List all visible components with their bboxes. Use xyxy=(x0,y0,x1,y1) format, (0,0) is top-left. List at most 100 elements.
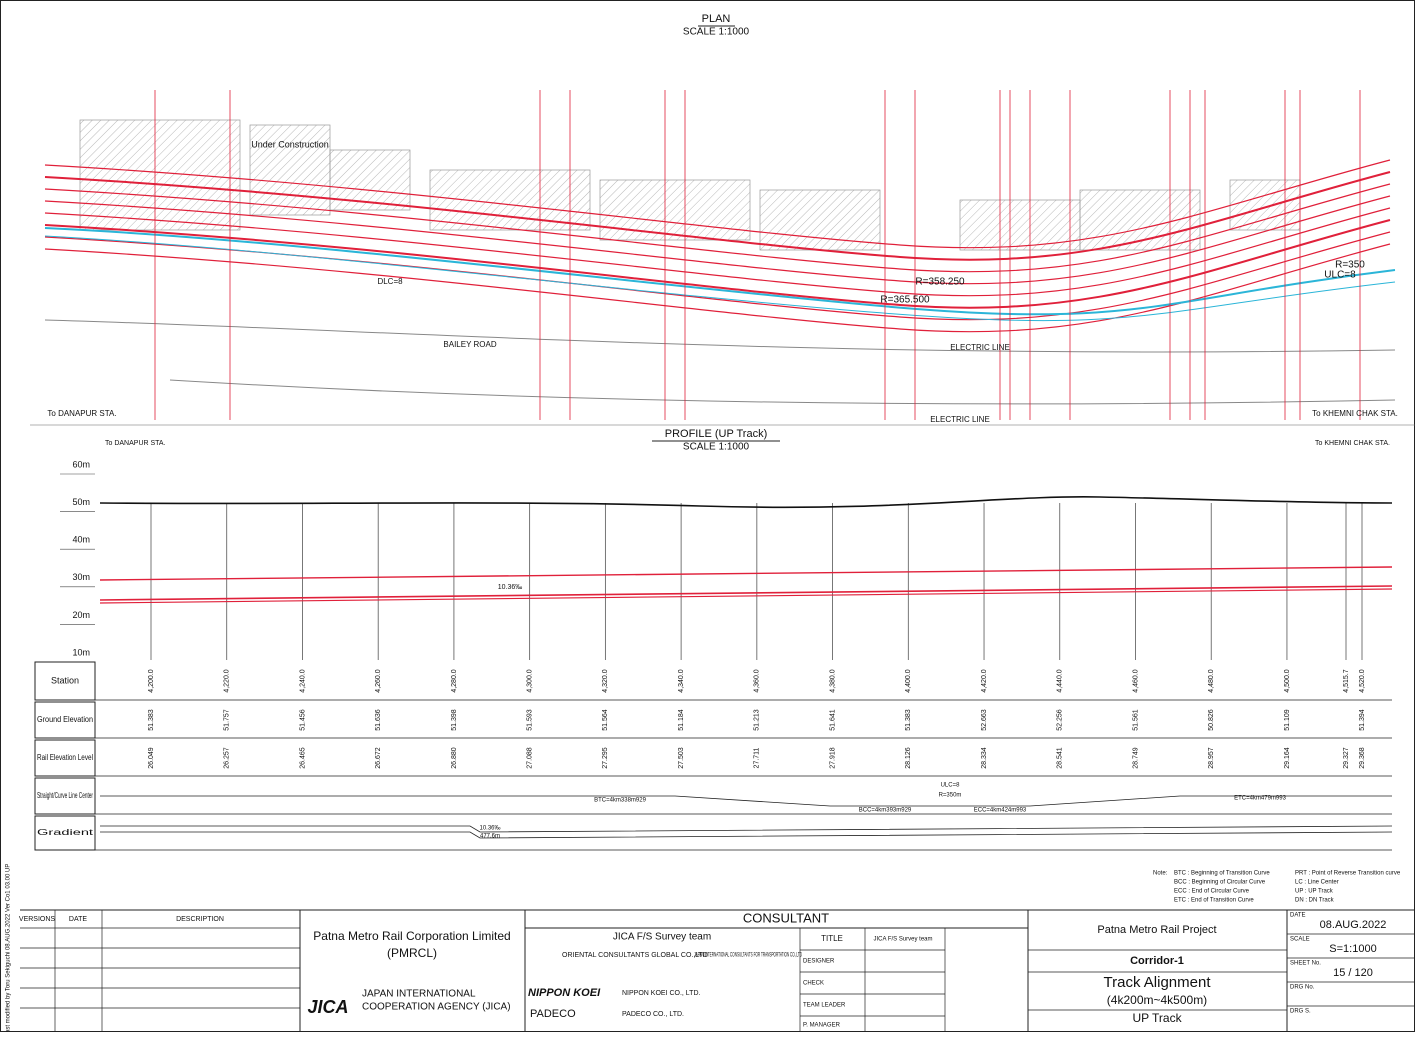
rail-line xyxy=(100,567,1392,580)
level-label: 30m xyxy=(72,572,90,582)
table-value: 4,420.0 xyxy=(981,669,988,692)
role-label: TITLE xyxy=(821,934,843,943)
road-edge xyxy=(45,320,1395,352)
table-value: 27.295 xyxy=(602,747,609,769)
consultant-team: JICA F/S Survey team xyxy=(613,932,711,943)
table-value: 29.327 xyxy=(1343,747,1350,769)
firm-name: JAPAN INTERNATIONAL CONSULTANTS FOR TRAN… xyxy=(694,953,802,959)
plan-annotation: R=358.250 xyxy=(915,277,965,288)
plan-title: PLAN xyxy=(702,13,731,25)
table-value: 28.334 xyxy=(981,747,988,769)
table-value: 51.564 xyxy=(602,709,609,731)
table-value: 51.394 xyxy=(1359,709,1366,731)
info-label: SHEET No. xyxy=(1290,961,1321,967)
firm-name: PADECO CO., LTD. xyxy=(622,1011,684,1018)
drawing-sheet: PLANSCALE 1:1000Under ConstructionR=350U… xyxy=(0,0,1415,1032)
curve-label: BCC=4km393m929 xyxy=(859,808,912,814)
table-value: 26.672 xyxy=(375,747,382,769)
role-label: TEAM LEADER xyxy=(803,1003,846,1009)
table-value: 4,520.0 xyxy=(1359,669,1366,692)
row-header: Rail Elevation Level xyxy=(37,753,93,762)
profile-scale: SCALE 1:1000 xyxy=(683,442,750,453)
profile-end-label: To DANAPUR STA. xyxy=(105,440,166,447)
level-label: 60m xyxy=(72,459,90,469)
table-value: 4,240.0 xyxy=(299,669,306,692)
table-value: 26.049 xyxy=(148,747,155,769)
role-label: CHECK xyxy=(803,981,824,987)
table-value: 28.749 xyxy=(1132,747,1139,769)
note-line: BCC : Beginning of Circular Curve xyxy=(1174,880,1266,886)
building xyxy=(1230,180,1300,230)
table-value: 4,320.0 xyxy=(602,669,609,692)
table-value: 51.398 xyxy=(451,709,458,731)
table-value: 51.213 xyxy=(754,709,761,731)
table-value: 50.826 xyxy=(1208,709,1215,731)
table-value: 51.757 xyxy=(224,709,231,731)
role-label: P. MANAGER xyxy=(803,1023,841,1029)
plan-annotation: ELECTRIC LINE xyxy=(930,415,990,424)
table-value: 4,400.0 xyxy=(905,669,912,692)
table-value: 4,480.0 xyxy=(1208,669,1215,692)
info-label: DRG No. xyxy=(1290,985,1315,991)
role-label: DESIGNER xyxy=(803,959,835,965)
revision-header: DATE xyxy=(69,916,87,923)
row-header: Station xyxy=(51,675,79,685)
curve-label: ETC=4km479m993 xyxy=(1234,796,1287,802)
table-value: 26.257 xyxy=(224,747,231,769)
plan-annotation: BAILEY ROAD xyxy=(443,340,496,349)
table-value: 51.641 xyxy=(829,709,836,731)
note-line: PRT : Point of Reverse Transition curve xyxy=(1295,871,1401,877)
table-value: 4,500.0 xyxy=(1284,669,1291,692)
row-header: Gradient xyxy=(37,828,94,837)
rail-line xyxy=(100,589,1392,603)
level-label: 20m xyxy=(72,610,90,620)
corridor: Corridor-1 xyxy=(1130,955,1184,967)
info-value: 15 / 120 xyxy=(1333,967,1373,979)
note-line: UP : UP Track xyxy=(1295,889,1334,895)
curve-label: ECC=4km424m993 xyxy=(974,808,1027,814)
plan-annotation: ELECTRIC LINE xyxy=(950,343,1010,352)
road-edge xyxy=(170,380,1395,404)
side-note: Last modified by Toru Sekiguchi 08.AUG.2… xyxy=(6,864,12,1032)
drawing-title: Track Alignment xyxy=(1104,974,1212,991)
table-value: 4,515.7 xyxy=(1343,669,1350,692)
plan-end-label: To DANAPUR STA. xyxy=(47,409,116,418)
firm-name: ORIENTAL CONSULTANTS GLOBAL CO.,LTD xyxy=(562,952,708,959)
table-value: 27.918 xyxy=(829,747,836,769)
table-value: 4,360.0 xyxy=(754,669,761,692)
table-value: 51.593 xyxy=(526,709,533,731)
note-line: BTC : Beginning of Transition Curve xyxy=(1174,871,1270,877)
table-value: 51.456 xyxy=(299,709,306,731)
table-value: 51.109 xyxy=(1284,709,1291,731)
project-name: Patna Metro Rail Project xyxy=(1097,924,1216,936)
table-value: 4,460.0 xyxy=(1132,669,1139,692)
table-value: 4,380.0 xyxy=(829,669,836,692)
firm-logo: PADECO xyxy=(530,1008,576,1020)
building xyxy=(600,180,750,240)
revision-header: DESCRIPTION xyxy=(176,916,224,923)
table-value: 4,200.0 xyxy=(148,669,155,692)
profile-title: PROFILE (UP Track) xyxy=(665,428,767,440)
client-agency: JAPAN INTERNATIONAL xyxy=(362,989,476,1000)
table-value: 29.368 xyxy=(1359,747,1366,769)
plan-annotation: ULC=8 xyxy=(1324,270,1356,281)
curve-label: ULC=8 xyxy=(941,783,961,789)
table-value: 51.383 xyxy=(148,709,155,731)
client-name: (PMRCL) xyxy=(387,946,437,960)
table-value: 4,440.0 xyxy=(1057,669,1064,692)
info-label: DRG S. xyxy=(1290,1009,1311,1015)
firm-logo: NIPPON KOEI xyxy=(528,987,601,999)
curve-diagram xyxy=(100,796,1392,806)
note-label: Note: xyxy=(1153,871,1168,877)
client-agency: COOPERATION AGENCY (JICA) xyxy=(362,1002,511,1013)
table-value: 26.465 xyxy=(299,747,306,769)
info-label: SCALE xyxy=(1290,937,1310,943)
table-value: 4,280.0 xyxy=(451,669,458,692)
profile-end-label: To KHEMNI CHAK STA. xyxy=(1315,440,1390,447)
row-header: Straight/Curve Line Center xyxy=(37,791,93,800)
curve-label: BTC=4km338m929 xyxy=(594,798,647,804)
gradient-label: 10.36‰ xyxy=(498,584,523,591)
table-value: 51.184 xyxy=(678,709,685,731)
table-value: 28.957 xyxy=(1208,747,1215,769)
plan-scale: SCALE 1:1000 xyxy=(683,27,750,38)
